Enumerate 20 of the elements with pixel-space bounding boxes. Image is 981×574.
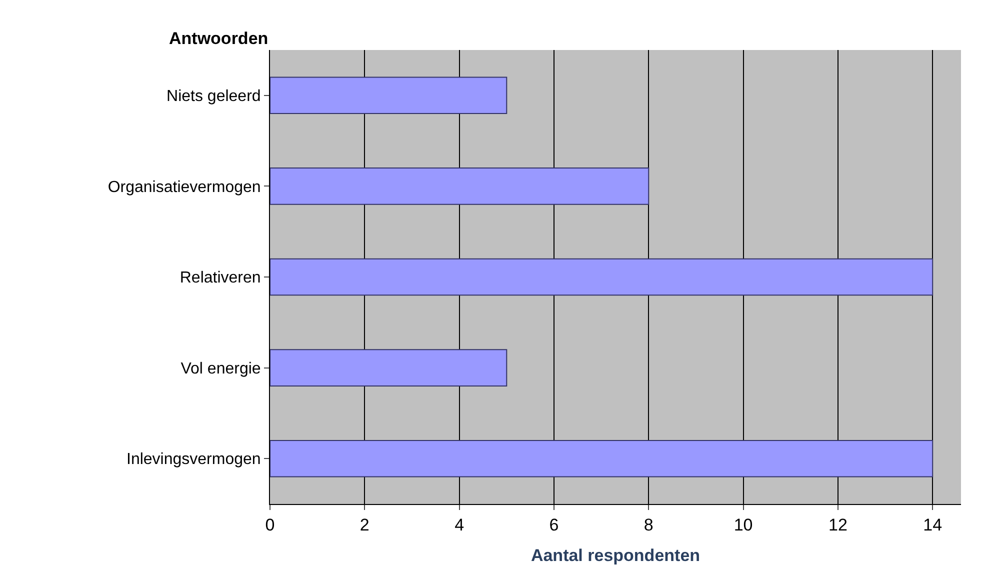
y-tick-label: Vol energie — [180, 360, 261, 378]
x-tick-label: 6 — [549, 515, 559, 534]
bar — [270, 168, 650, 205]
x-tick-label: 0 — [265, 515, 275, 534]
y-tick-label: Organisatievermogen — [108, 178, 261, 196]
x-tick-label: 10 — [734, 515, 753, 534]
bar — [270, 258, 934, 296]
x-tick-label: 12 — [828, 515, 848, 534]
x-tick-label: 14 — [923, 515, 942, 534]
bar — [270, 76, 508, 114]
y-axis-title: Antwoorden — [169, 29, 268, 48]
bar — [270, 440, 934, 478]
bar — [270, 349, 508, 386]
x-tick-label: 2 — [360, 515, 370, 534]
y-tick-label: Niets geleerd — [166, 88, 261, 105]
x-tick-label: 4 — [454, 515, 464, 534]
y-tick-label: Inlevingsvermogen — [126, 451, 261, 468]
x-axis-title: Aantal respondenten — [530, 546, 700, 565]
y-tick-label: Relativeren — [180, 270, 261, 287]
x-tick-label: 8 — [644, 515, 654, 534]
